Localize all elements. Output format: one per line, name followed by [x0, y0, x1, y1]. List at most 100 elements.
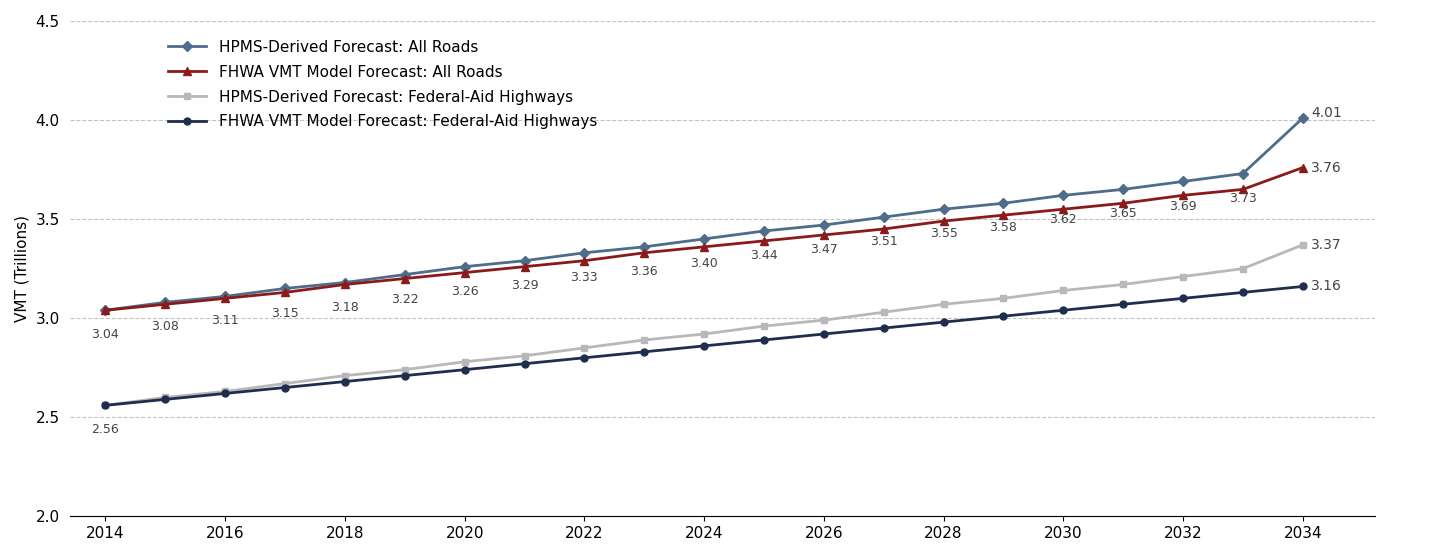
FHWA VMT Model Forecast: All Roads: (2.02e+03, 3.33): All Roads: (2.02e+03, 3.33)	[635, 250, 652, 256]
HPMS-Derived Forecast: Federal-Aid Highways: (2.03e+03, 3.25): Federal-Aid Highways: (2.03e+03, 3.25)	[1234, 265, 1251, 272]
HPMS-Derived Forecast: Federal-Aid Highways: (2.02e+03, 2.89): Federal-Aid Highways: (2.02e+03, 2.89)	[635, 336, 652, 343]
HPMS-Derived Forecast: Federal-Aid Highways: (2.03e+03, 3.21): Federal-Aid Highways: (2.03e+03, 3.21)	[1175, 273, 1192, 280]
Text: 3.62: 3.62	[1050, 214, 1077, 226]
Line: FHWA VMT Model Forecast: All Roads: FHWA VMT Model Forecast: All Roads	[101, 163, 1308, 314]
Text: 3.36: 3.36	[631, 265, 658, 278]
HPMS-Derived Forecast: All Roads: (2.02e+03, 3.33): All Roads: (2.02e+03, 3.33)	[576, 250, 593, 256]
HPMS-Derived Forecast: Federal-Aid Highways: (2.03e+03, 2.99): Federal-Aid Highways: (2.03e+03, 2.99)	[815, 317, 832, 324]
HPMS-Derived Forecast: All Roads: (2.03e+03, 3.65): All Roads: (2.03e+03, 3.65)	[1115, 186, 1132, 193]
FHWA VMT Model Forecast: Federal-Aid Highways: (2.03e+03, 3.1): Federal-Aid Highways: (2.03e+03, 3.1)	[1175, 295, 1192, 302]
Text: 3.15: 3.15	[271, 306, 300, 320]
HPMS-Derived Forecast: All Roads: (2.03e+03, 3.47): All Roads: (2.03e+03, 3.47)	[815, 222, 832, 229]
Text: 2.56: 2.56	[92, 423, 120, 436]
HPMS-Derived Forecast: Federal-Aid Highways: (2.02e+03, 2.96): Federal-Aid Highways: (2.02e+03, 2.96)	[756, 322, 773, 329]
Line: HPMS-Derived Forecast: Federal-Aid Highways: HPMS-Derived Forecast: Federal-Aid Highw…	[102, 241, 1306, 409]
Text: 3.29: 3.29	[511, 279, 539, 292]
HPMS-Derived Forecast: Federal-Aid Highways: (2.03e+03, 3.1): Federal-Aid Highways: (2.03e+03, 3.1)	[995, 295, 1012, 302]
HPMS-Derived Forecast: All Roads: (2.02e+03, 3.15): All Roads: (2.02e+03, 3.15)	[276, 285, 294, 292]
FHWA VMT Model Forecast: Federal-Aid Highways: (2.02e+03, 2.74): Federal-Aid Highways: (2.02e+03, 2.74)	[456, 366, 474, 373]
HPMS-Derived Forecast: Federal-Aid Highways: (2.03e+03, 3.37): Federal-Aid Highways: (2.03e+03, 3.37)	[1295, 241, 1312, 248]
FHWA VMT Model Forecast: Federal-Aid Highways: (2.01e+03, 2.56): Federal-Aid Highways: (2.01e+03, 2.56)	[96, 402, 114, 409]
FHWA VMT Model Forecast: Federal-Aid Highways: (2.02e+03, 2.89): Federal-Aid Highways: (2.02e+03, 2.89)	[756, 336, 773, 343]
Text: 3.58: 3.58	[989, 221, 1018, 234]
FHWA VMT Model Forecast: All Roads: (2.02e+03, 3.23): All Roads: (2.02e+03, 3.23)	[456, 269, 474, 276]
HPMS-Derived Forecast: All Roads: (2.02e+03, 3.44): All Roads: (2.02e+03, 3.44)	[756, 227, 773, 234]
FHWA VMT Model Forecast: Federal-Aid Highways: (2.02e+03, 2.59): Federal-Aid Highways: (2.02e+03, 2.59)	[157, 396, 174, 403]
Legend: HPMS-Derived Forecast: All Roads, FHWA VMT Model Forecast: All Roads, HPMS-Deriv: HPMS-Derived Forecast: All Roads, FHWA V…	[161, 33, 603, 136]
HPMS-Derived Forecast: Federal-Aid Highways: (2.02e+03, 2.81): Federal-Aid Highways: (2.02e+03, 2.81)	[516, 353, 533, 359]
HPMS-Derived Forecast: All Roads: (2.02e+03, 3.36): All Roads: (2.02e+03, 3.36)	[635, 244, 652, 250]
FHWA VMT Model Forecast: All Roads: (2.01e+03, 3.04): All Roads: (2.01e+03, 3.04)	[96, 307, 114, 314]
FHWA VMT Model Forecast: All Roads: (2.03e+03, 3.42): All Roads: (2.03e+03, 3.42)	[815, 232, 832, 239]
HPMS-Derived Forecast: Federal-Aid Highways: (2.03e+03, 3.03): Federal-Aid Highways: (2.03e+03, 3.03)	[876, 309, 893, 316]
Text: 3.33: 3.33	[570, 271, 598, 284]
Line: HPMS-Derived Forecast: All Roads: HPMS-Derived Forecast: All Roads	[102, 115, 1306, 314]
FHWA VMT Model Forecast: All Roads: (2.02e+03, 3.17): All Roads: (2.02e+03, 3.17)	[337, 281, 354, 288]
HPMS-Derived Forecast: All Roads: (2.03e+03, 4.01): All Roads: (2.03e+03, 4.01)	[1295, 115, 1312, 121]
FHWA VMT Model Forecast: Federal-Aid Highways: (2.02e+03, 2.77): Federal-Aid Highways: (2.02e+03, 2.77)	[516, 360, 533, 367]
FHWA VMT Model Forecast: All Roads: (2.02e+03, 3.39): All Roads: (2.02e+03, 3.39)	[756, 237, 773, 244]
FHWA VMT Model Forecast: All Roads: (2.03e+03, 3.52): All Roads: (2.03e+03, 3.52)	[995, 212, 1012, 219]
Text: 3.22: 3.22	[392, 292, 419, 306]
HPMS-Derived Forecast: All Roads: (2.03e+03, 3.58): All Roads: (2.03e+03, 3.58)	[995, 200, 1012, 207]
HPMS-Derived Forecast: Federal-Aid Highways: (2.03e+03, 3.07): Federal-Aid Highways: (2.03e+03, 3.07)	[935, 301, 952, 307]
HPMS-Derived Forecast: Federal-Aid Highways: (2.03e+03, 3.14): Federal-Aid Highways: (2.03e+03, 3.14)	[1054, 287, 1071, 294]
HPMS-Derived Forecast: Federal-Aid Highways: (2.02e+03, 2.74): Federal-Aid Highways: (2.02e+03, 2.74)	[396, 366, 413, 373]
FHWA VMT Model Forecast: All Roads: (2.03e+03, 3.62): All Roads: (2.03e+03, 3.62)	[1175, 192, 1192, 198]
HPMS-Derived Forecast: All Roads: (2.01e+03, 3.04): All Roads: (2.01e+03, 3.04)	[96, 307, 114, 314]
FHWA VMT Model Forecast: All Roads: (2.03e+03, 3.76): All Roads: (2.03e+03, 3.76)	[1295, 164, 1312, 171]
HPMS-Derived Forecast: All Roads: (2.03e+03, 3.55): All Roads: (2.03e+03, 3.55)	[935, 206, 952, 212]
HPMS-Derived Forecast: Federal-Aid Highways: (2.02e+03, 2.63): Federal-Aid Highways: (2.02e+03, 2.63)	[216, 388, 233, 395]
HPMS-Derived Forecast: All Roads: (2.03e+03, 3.62): All Roads: (2.03e+03, 3.62)	[1054, 192, 1071, 198]
FHWA VMT Model Forecast: All Roads: (2.03e+03, 3.58): All Roads: (2.03e+03, 3.58)	[1115, 200, 1132, 207]
HPMS-Derived Forecast: All Roads: (2.02e+03, 3.22): All Roads: (2.02e+03, 3.22)	[396, 271, 413, 278]
FHWA VMT Model Forecast: Federal-Aid Highways: (2.02e+03, 2.65): Federal-Aid Highways: (2.02e+03, 2.65)	[276, 384, 294, 391]
FHWA VMT Model Forecast: All Roads: (2.02e+03, 3.29): All Roads: (2.02e+03, 3.29)	[576, 257, 593, 264]
FHWA VMT Model Forecast: Federal-Aid Highways: (2.03e+03, 2.98): Federal-Aid Highways: (2.03e+03, 2.98)	[935, 319, 952, 325]
HPMS-Derived Forecast: All Roads: (2.03e+03, 3.51): All Roads: (2.03e+03, 3.51)	[876, 214, 893, 221]
Text: 3.76: 3.76	[1310, 161, 1342, 175]
FHWA VMT Model Forecast: Federal-Aid Highways: (2.03e+03, 2.95): Federal-Aid Highways: (2.03e+03, 2.95)	[876, 325, 893, 331]
HPMS-Derived Forecast: All Roads: (2.02e+03, 3.26): All Roads: (2.02e+03, 3.26)	[456, 264, 474, 270]
HPMS-Derived Forecast: All Roads: (2.02e+03, 3.18): All Roads: (2.02e+03, 3.18)	[337, 279, 354, 286]
HPMS-Derived Forecast: All Roads: (2.03e+03, 3.73): All Roads: (2.03e+03, 3.73)	[1234, 170, 1251, 177]
HPMS-Derived Forecast: Federal-Aid Highways: (2.02e+03, 2.85): Federal-Aid Highways: (2.02e+03, 2.85)	[576, 345, 593, 351]
HPMS-Derived Forecast: All Roads: (2.02e+03, 3.11): All Roads: (2.02e+03, 3.11)	[216, 293, 233, 300]
FHWA VMT Model Forecast: All Roads: (2.02e+03, 3.1): All Roads: (2.02e+03, 3.1)	[216, 295, 233, 302]
FHWA VMT Model Forecast: All Roads: (2.03e+03, 3.55): All Roads: (2.03e+03, 3.55)	[1054, 206, 1071, 212]
Text: 3.69: 3.69	[1169, 200, 1197, 212]
HPMS-Derived Forecast: Federal-Aid Highways: (2.02e+03, 2.78): Federal-Aid Highways: (2.02e+03, 2.78)	[456, 359, 474, 365]
Text: 3.04: 3.04	[92, 328, 120, 341]
FHWA VMT Model Forecast: Federal-Aid Highways: (2.02e+03, 2.86): Federal-Aid Highways: (2.02e+03, 2.86)	[696, 342, 713, 349]
FHWA VMT Model Forecast: Federal-Aid Highways: (2.02e+03, 2.68): Federal-Aid Highways: (2.02e+03, 2.68)	[337, 378, 354, 385]
HPMS-Derived Forecast: All Roads: (2.02e+03, 3.08): All Roads: (2.02e+03, 3.08)	[157, 299, 174, 306]
FHWA VMT Model Forecast: Federal-Aid Highways: (2.03e+03, 3.13): Federal-Aid Highways: (2.03e+03, 3.13)	[1234, 289, 1251, 296]
Text: 3.26: 3.26	[451, 285, 478, 297]
HPMS-Derived Forecast: Federal-Aid Highways: (2.02e+03, 2.71): Federal-Aid Highways: (2.02e+03, 2.71)	[337, 373, 354, 379]
Line: FHWA VMT Model Forecast: Federal-Aid Highways: FHWA VMT Model Forecast: Federal-Aid Hig…	[102, 283, 1306, 409]
Text: 3.40: 3.40	[690, 257, 719, 270]
Text: 3.44: 3.44	[750, 249, 778, 262]
Text: 3.73: 3.73	[1228, 192, 1257, 205]
Text: 3.11: 3.11	[212, 315, 239, 327]
HPMS-Derived Forecast: All Roads: (2.03e+03, 3.69): All Roads: (2.03e+03, 3.69)	[1175, 178, 1192, 185]
FHWA VMT Model Forecast: All Roads: (2.02e+03, 3.07): All Roads: (2.02e+03, 3.07)	[157, 301, 174, 307]
Text: 3.65: 3.65	[1109, 207, 1138, 220]
FHWA VMT Model Forecast: All Roads: (2.03e+03, 3.49): All Roads: (2.03e+03, 3.49)	[935, 218, 952, 225]
HPMS-Derived Forecast: Federal-Aid Highways: (2.03e+03, 3.17): Federal-Aid Highways: (2.03e+03, 3.17)	[1115, 281, 1132, 288]
FHWA VMT Model Forecast: All Roads: (2.03e+03, 3.45): All Roads: (2.03e+03, 3.45)	[876, 226, 893, 232]
FHWA VMT Model Forecast: Federal-Aid Highways: (2.03e+03, 3.04): Federal-Aid Highways: (2.03e+03, 3.04)	[1054, 307, 1071, 314]
HPMS-Derived Forecast: Federal-Aid Highways: (2.02e+03, 2.67): Federal-Aid Highways: (2.02e+03, 2.67)	[276, 380, 294, 387]
HPMS-Derived Forecast: All Roads: (2.02e+03, 3.4): All Roads: (2.02e+03, 3.4)	[696, 236, 713, 242]
HPMS-Derived Forecast: All Roads: (2.02e+03, 3.29): All Roads: (2.02e+03, 3.29)	[516, 257, 533, 264]
FHWA VMT Model Forecast: All Roads: (2.02e+03, 3.26): All Roads: (2.02e+03, 3.26)	[516, 264, 533, 270]
FHWA VMT Model Forecast: All Roads: (2.02e+03, 3.2): All Roads: (2.02e+03, 3.2)	[396, 275, 413, 282]
FHWA VMT Model Forecast: Federal-Aid Highways: (2.02e+03, 2.83): Federal-Aid Highways: (2.02e+03, 2.83)	[635, 349, 652, 355]
FHWA VMT Model Forecast: Federal-Aid Highways: (2.03e+03, 2.92): Federal-Aid Highways: (2.03e+03, 2.92)	[815, 331, 832, 337]
HPMS-Derived Forecast: Federal-Aid Highways: (2.02e+03, 2.6): Federal-Aid Highways: (2.02e+03, 2.6)	[157, 394, 174, 401]
Text: 3.47: 3.47	[809, 243, 838, 256]
Text: 3.55: 3.55	[930, 227, 958, 240]
Text: 3.18: 3.18	[331, 301, 359, 314]
Text: 3.51: 3.51	[870, 235, 897, 248]
HPMS-Derived Forecast: Federal-Aid Highways: (2.01e+03, 2.56): Federal-Aid Highways: (2.01e+03, 2.56)	[96, 402, 114, 409]
